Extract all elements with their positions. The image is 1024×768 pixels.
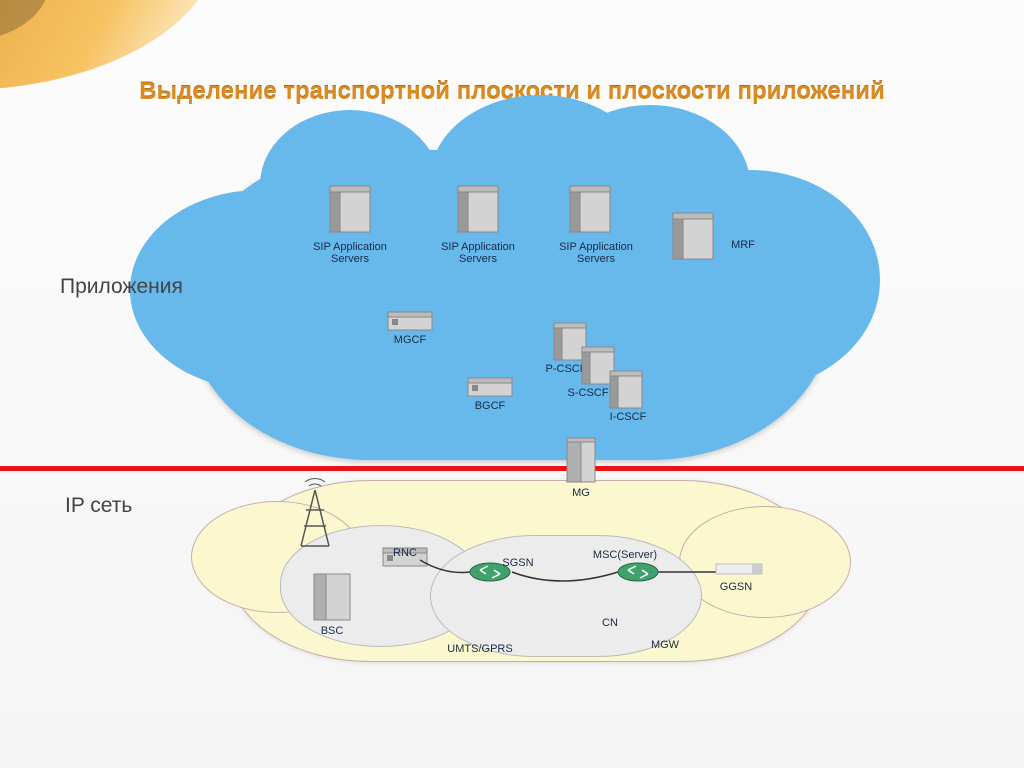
section-label-ip: IP сеть [65, 494, 132, 518]
section-label-apps: Приложения [60, 275, 183, 299]
slide: Выделение транспортной плоскости и плоск… [0, 0, 1024, 768]
corner-swoosh [0, 0, 220, 90]
ip-divider [0, 466, 1024, 471]
applications-cloud [190, 150, 830, 460]
sub-cloud-core [430, 535, 702, 657]
